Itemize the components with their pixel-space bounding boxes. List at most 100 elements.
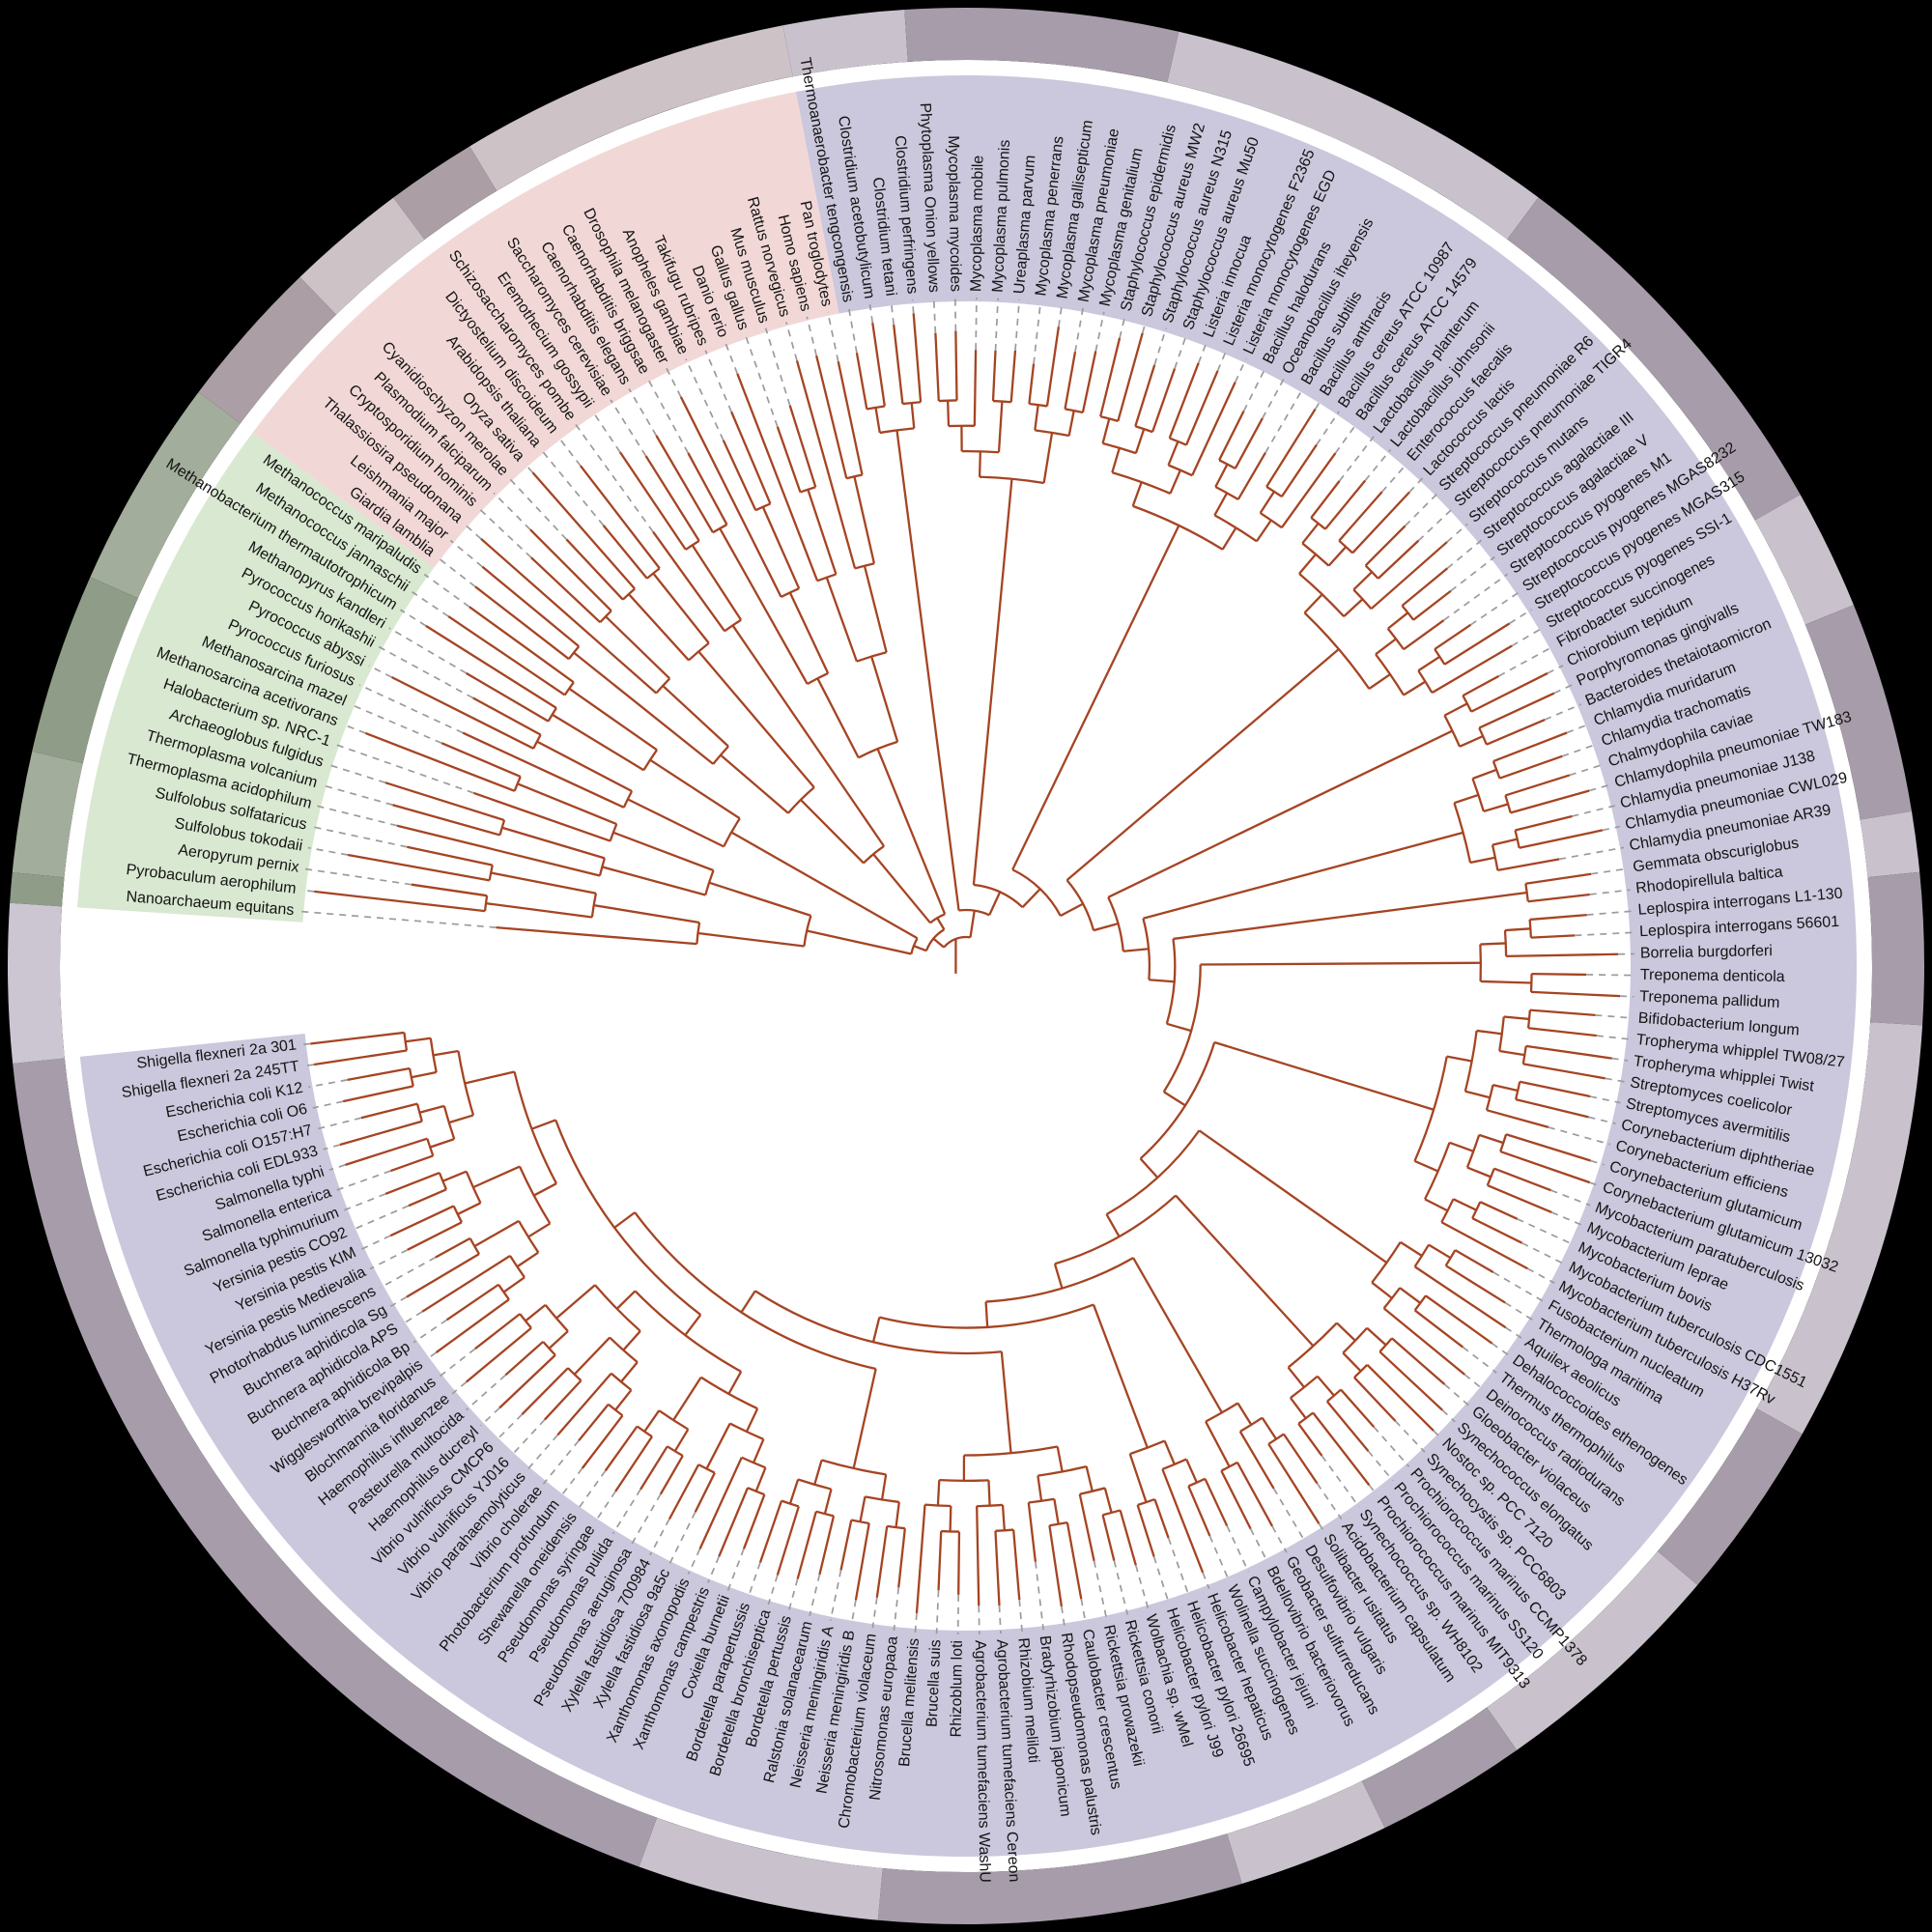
branch-leaf: [1324, 479, 1367, 530]
ring-segment: [299, 197, 425, 315]
branch-leaf: [342, 1085, 413, 1103]
branch-leaf: [915, 1504, 926, 1614]
branch-radial: [490, 871, 597, 895]
leader-line: [1405, 492, 1439, 526]
branch-leaf: [469, 606, 575, 684]
branch-leaf: [1218, 410, 1245, 461]
branch-arc: [781, 1499, 800, 1508]
leader-line: [1208, 1535, 1230, 1581]
leader-line: [1463, 1374, 1484, 1391]
branch-radial: [1464, 1090, 1491, 1099]
leader-line: [1589, 1181, 1599, 1186]
leader-line: [438, 1348, 476, 1378]
ring-segment: [782, 10, 908, 77]
ring-segment: [32, 577, 138, 763]
branch-leaf: [392, 804, 500, 837]
leader-line: [610, 399, 647, 457]
branch-arc: [1112, 470, 1171, 495]
branch-radial: [1469, 856, 1496, 865]
ring-segment: [1487, 1550, 1698, 1750]
branch-leaf: [543, 1379, 582, 1421]
branch-leaf: [384, 1171, 440, 1195]
branch-radial: [949, 1505, 952, 1532]
leader-line: [380, 1256, 437, 1289]
leader-line: [1318, 1522, 1324, 1532]
branch-leaf: [389, 1154, 434, 1173]
branch-radial: [708, 881, 811, 917]
branch-radial: [730, 831, 919, 940]
taxon-label: Mycoplasma mycoides: [945, 135, 964, 292]
taxon-labels: Thermoanaerobacter tengcongensisClostrid…: [121, 56, 1854, 1883]
branch-leaf: [504, 1341, 544, 1377]
branch-leaf: [871, 322, 886, 407]
branch-radial: [1298, 554, 1317, 575]
branch-radial: [1167, 440, 1179, 466]
branch-leaf: [473, 791, 611, 842]
branch-radial: [697, 650, 815, 788]
branch-radial: [1366, 1326, 1387, 1347]
leader-line: [1547, 665, 1564, 674]
leader-line: [312, 826, 408, 848]
leader-line: [1408, 477, 1424, 494]
leader-line: [464, 523, 482, 540]
branch-leaf: [310, 1031, 405, 1045]
branch-arc: [1213, 514, 1258, 543]
branch-leaf: [722, 440, 757, 511]
leader-line: [451, 1381, 468, 1395]
branch-arc: [1413, 1056, 1448, 1162]
leader-line: [1492, 1342, 1510, 1357]
branch-radial: [691, 544, 743, 621]
branch-radial: [527, 1222, 551, 1238]
branch-radial: [1316, 1375, 1335, 1397]
leader-line: [425, 1351, 438, 1361]
taxon-label: Treponema pallidum: [1639, 988, 1780, 1011]
leader-line: [827, 311, 839, 362]
branch-leaf: [1493, 1167, 1551, 1192]
branch-leaf: [1434, 623, 1472, 650]
branch-radial: [652, 572, 710, 644]
branch-leaf: [875, 1525, 889, 1598]
branch-radial: [473, 1219, 520, 1248]
leader-line: [308, 1079, 348, 1089]
branch-radial: [1492, 1084, 1519, 1093]
branch-arc: [1132, 504, 1224, 551]
branch-radial: [816, 677, 860, 758]
branch-leaf: [1340, 1388, 1376, 1428]
leader-line: [1605, 1077, 1625, 1083]
branch-radial: [972, 478, 1013, 886]
leader-line: [1591, 867, 1628, 875]
branch-radial: [880, 1474, 888, 1500]
ring-segment: [904, 8, 1179, 83]
branch-radial: [1255, 519, 1272, 542]
branch-radial: [1139, 1157, 1159, 1179]
branch-leaf: [1204, 1478, 1229, 1527]
branch-leaf: [1519, 1080, 1591, 1098]
ring-segment: [1227, 1780, 1385, 1884]
branch-radial: [448, 1114, 474, 1124]
branch-arc: [1465, 1134, 1481, 1168]
branch-radial: [1205, 1421, 1231, 1467]
leader-line: [1113, 1560, 1129, 1615]
branch-radial: [997, 401, 1004, 453]
branch-leaf: [668, 1463, 700, 1520]
leader-line: [787, 1578, 799, 1611]
branch-radial: [1466, 1166, 1492, 1179]
branch-arc: [1239, 1416, 1264, 1433]
leader-line: [1569, 763, 1605, 777]
leader-line: [328, 1164, 346, 1171]
branch-leaf: [347, 1066, 411, 1081]
leader-line: [1450, 555, 1495, 592]
branch-radial: [622, 1330, 641, 1351]
branch-arc: [1375, 653, 1406, 696]
branch-leaf: [1525, 1044, 1612, 1060]
branch-leaf: [1234, 417, 1264, 469]
branch-leaf: [1505, 774, 1571, 797]
branch-radial: [1336, 1321, 1356, 1342]
branch-leaf: [1478, 692, 1555, 729]
leader-line: [493, 492, 531, 530]
branch-leaf: [445, 1283, 499, 1321]
leader-line: [1202, 1572, 1210, 1589]
branch-leaf: [1412, 589, 1452, 621]
branch-leaf: [390, 675, 534, 750]
leader-line: [316, 805, 398, 827]
